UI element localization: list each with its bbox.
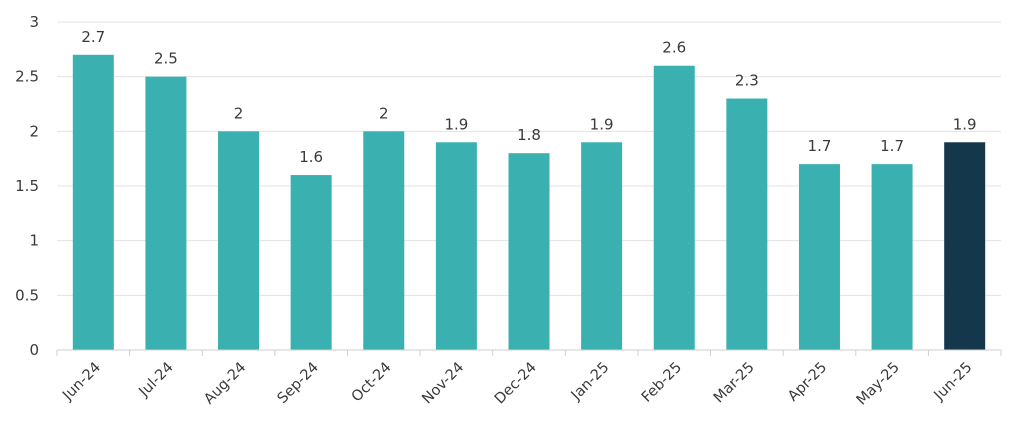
bar-jun-25 (944, 142, 986, 350)
y-tick-label: 0.5 (15, 286, 39, 304)
bar-aug-24 (218, 131, 260, 350)
x-tick-label: May-25 (854, 360, 903, 409)
bar-jul-24 (145, 76, 187, 351)
data-label: 2.5 (154, 50, 178, 68)
x-tick-label: Oct-24 (349, 360, 395, 406)
data-label: 1.7 (880, 137, 904, 155)
x-tick-label: Mar-25 (711, 360, 758, 407)
x-tick-label: Nov-24 (419, 360, 467, 408)
data-labels: 2.7 2.5 2 1.6 2 1.9 1.8 1.9 2.6 2.3 1.7 1.7 1.9 (81, 28, 976, 166)
data-label: 2.6 (662, 39, 686, 57)
bar-jan-25 (581, 142, 623, 350)
x-tick-label: Jul-24 (136, 360, 177, 401)
x-tick-label: Apr-25 (785, 360, 830, 405)
data-label: 2 (234, 104, 244, 122)
bar-feb-25 (653, 65, 695, 350)
y-tick-label: 0 (29, 341, 39, 359)
y-tick-label: 1 (29, 232, 39, 250)
data-label: 1.9 (444, 115, 468, 133)
data-label: 2.3 (735, 72, 759, 90)
x-tick-label: Sep-24 (275, 360, 322, 407)
data-label: 1.8 (517, 126, 541, 144)
bar-sep-24 (290, 175, 332, 350)
x-tick-label: Jun-25 (931, 360, 976, 405)
x-tick-label: Feb-25 (639, 360, 685, 406)
data-label: 1.7 (808, 137, 832, 155)
x-axis-ticks: Jun-24 Jul-24 Aug-24 Sep-24 Oct-24 Nov-24 Dec-… (56, 350, 1002, 409)
x-tick-label: Jan-25 (568, 360, 613, 405)
bar-nov-24 (435, 142, 477, 350)
y-tick-label: 3 (29, 13, 39, 31)
x-tick-label: Aug-24 (201, 360, 249, 408)
data-label: 1.6 (299, 148, 323, 166)
bars (72, 54, 986, 351)
bar-dec-24 (508, 153, 550, 350)
bar-apr-25 (798, 164, 840, 350)
data-label: 2 (379, 104, 389, 122)
bar-may-25 (871, 164, 913, 350)
y-axis-ticks: 0 0.5 1 1.5 2 2.5 3 (15, 13, 39, 359)
data-label: 2.7 (81, 28, 105, 46)
x-tick-label: Dec-24 (492, 360, 540, 408)
y-tick-label: 2.5 (15, 68, 39, 86)
bar-mar-25 (726, 98, 768, 351)
data-label: 1.9 (953, 115, 977, 133)
y-tick-label: 1.5 (15, 177, 39, 195)
data-label: 1.9 (590, 115, 614, 133)
y-tick-label: 2 (29, 122, 39, 140)
bar-jun-24 (72, 54, 114, 351)
x-tick-label: Jun-24 (59, 360, 104, 405)
bar-oct-24 (363, 131, 405, 350)
